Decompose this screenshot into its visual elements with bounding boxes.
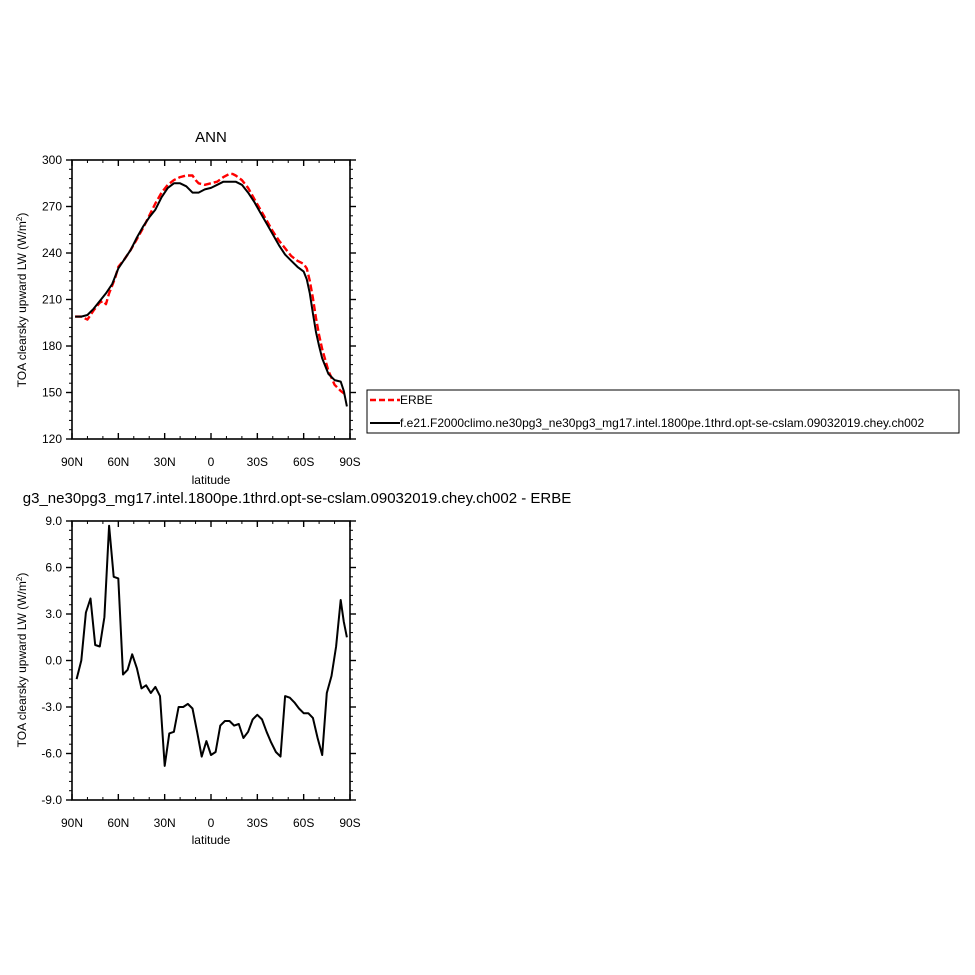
top-chart-title: ANN <box>195 129 227 146</box>
top-x-tick-label: 60N <box>107 455 129 469</box>
bottom-x-tick-label: 60S <box>293 816 314 830</box>
bottom-plot-frame <box>71 520 351 801</box>
bottom-y-axis-label-end: ) <box>15 573 29 577</box>
top-x-tick-label: 90N <box>61 455 83 469</box>
bottom-panel: g3_ne30pg3_mg17.intel.1800pe.1thrd.opt-s… <box>15 490 572 847</box>
top-series-line-1 <box>75 180 348 407</box>
bottom-y-axis-label-main: TOA clearsky upward LW (W/m <box>15 581 29 747</box>
bottom-y-tick-label: 6.0 <box>45 561 62 575</box>
top-x-tick-label: 30S <box>247 455 268 469</box>
bottom-x-tick-label: 90S <box>339 816 360 830</box>
top-y-tick-label: 180 <box>42 339 62 353</box>
top-plot-frame <box>71 159 351 440</box>
top-y-tick-label: 300 <box>42 153 62 167</box>
bottom-x-tick-label: 90N <box>61 816 83 830</box>
top-x-axis-label: latitude <box>192 473 231 487</box>
bottom-series-line-0 <box>75 524 348 767</box>
top-y-axis-label-end: ) <box>15 213 29 217</box>
bottom-y-tick-label: -6.0 <box>41 747 62 761</box>
legend-box <box>366 389 960 434</box>
top-y-tick-label: 150 <box>42 386 62 400</box>
top-y-tick-label: 270 <box>42 200 62 214</box>
bottom-y-tick-label: 0.0 <box>45 654 62 668</box>
top-x-tick-label: 90S <box>339 455 360 469</box>
bottom-y-tick-label: -3.0 <box>41 700 62 714</box>
bottom-y-axis-label: TOA clearsky upward LW (W/m2) <box>15 573 30 748</box>
bottom-x-axis-label: latitude <box>192 833 231 847</box>
top-series-line-0 <box>75 172 348 397</box>
bottom-x-tick-label: 30S <box>247 816 268 830</box>
bottom-y-tick-label: 3.0 <box>45 607 62 621</box>
legend-model-label: f.e21.F2000climo.ne30pg3_ne30pg3_mg17.in… <box>400 416 924 430</box>
bottom-chart-title: g3_ne30pg3_mg17.intel.1800pe.1thrd.opt-s… <box>23 490 571 507</box>
top-y-tick-label: 240 <box>42 246 62 260</box>
bottom-x-tick-label: 30N <box>154 816 176 830</box>
top-y-tick-label: 120 <box>42 432 62 446</box>
top-x-tick-label: 0 <box>208 455 215 469</box>
legend-erbe-label: ERBE <box>400 393 433 407</box>
legend: ERBE f.e21.F2000climo.ne30pg3_ne30pg3_mg… <box>366 389 960 434</box>
top-x-tick-label: 30N <box>154 455 176 469</box>
bottom-y-tick-label: 9.0 <box>45 514 62 528</box>
top-plot-area: 90N 60N 30N 0 30S 60S 90S 120 150 180 210 240 270 300 <box>42 153 361 469</box>
bottom-x-tick-label: 0 <box>208 816 215 830</box>
bottom-y-axis-label-sup: 2 <box>15 576 24 581</box>
top-panel: ANN 90N 60N 30N 0 30S 60S 90S 120 150 180 210 240 27… <box>15 129 361 487</box>
top-y-tick-label: 210 <box>42 293 62 307</box>
top-x-tick-label: 60S <box>293 455 314 469</box>
bottom-plot-area: 90N 60N 30N 0 30S 60S 90S -9.0 -6.0 -3.0 0.0 3.0 6.0… <box>41 514 360 830</box>
top-y-axis-label-sup: 2 <box>15 216 24 221</box>
top-y-axis-label: TOA clearsky upward LW (W/m2) <box>15 213 30 388</box>
top-y-axis-label-main: TOA clearsky upward LW (W/m <box>15 221 29 387</box>
bottom-x-tick-label: 60N <box>107 816 129 830</box>
bottom-y-tick-label: -9.0 <box>41 793 62 807</box>
